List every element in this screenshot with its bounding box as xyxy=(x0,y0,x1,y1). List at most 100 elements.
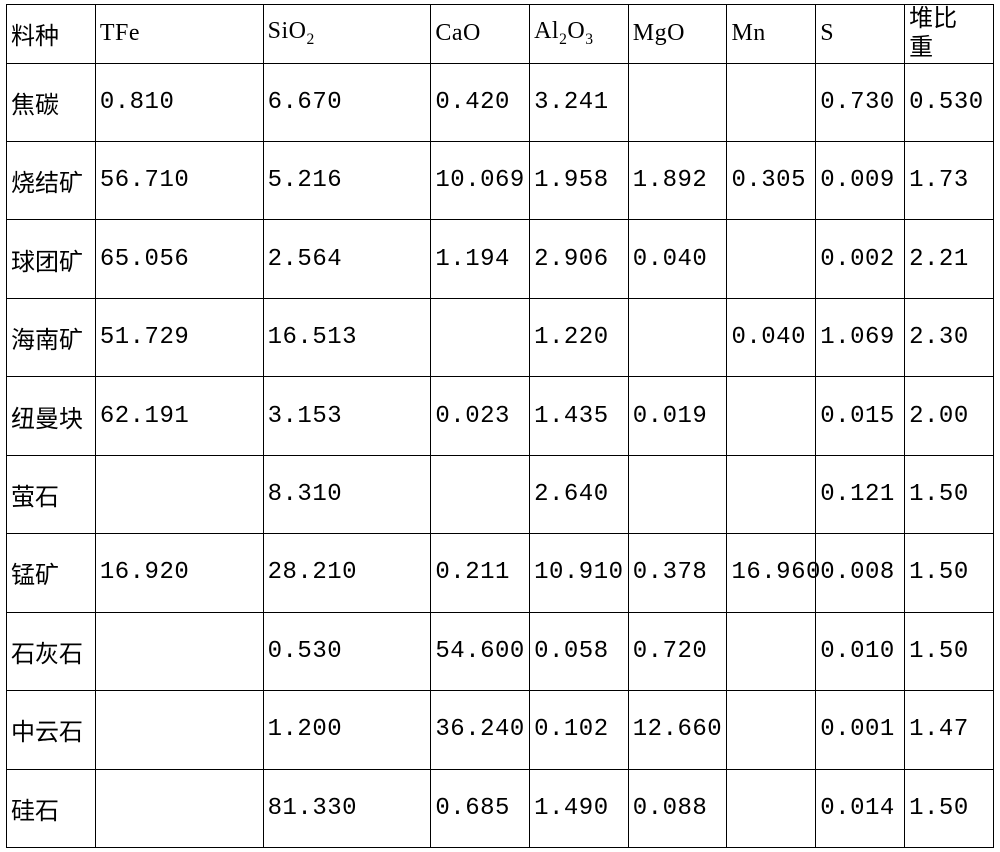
table-cell-S: 0.730 xyxy=(816,63,905,141)
table-cell-TFe xyxy=(95,455,263,533)
table-cell-CaO: 54.600 xyxy=(431,612,530,690)
table-cell-bulk: 2.00 xyxy=(905,377,994,455)
table-cell-MgO xyxy=(628,63,727,141)
table-cell-Al2O3: 0.058 xyxy=(530,612,629,690)
table-cell-bulk: 0.530 xyxy=(905,63,994,141)
table-cell-Al2O3: 1.958 xyxy=(530,142,629,220)
table-cell-name: 球团矿 xyxy=(7,220,96,298)
table-cell-name: 石灰石 xyxy=(7,612,96,690)
table-cell-MgO: 0.378 xyxy=(628,534,727,612)
table-row: 萤石 8.310 2.640 0.1211.50 xyxy=(7,455,994,533)
table-row: 中云石 1.20036.2400.10212.660 0.0011.47 xyxy=(7,691,994,769)
table-cell-name: 锰矿 xyxy=(7,534,96,612)
table-body: 焦碳0.8106.6700.4203.2410.7300.530烧结矿56.71… xyxy=(7,63,994,847)
table-cell-MgO: 12.660 xyxy=(628,691,727,769)
table-cell-CaO: 0.211 xyxy=(431,534,530,612)
col-header-mn: Mn xyxy=(727,5,816,64)
table-cell-bulk: 1.47 xyxy=(905,691,994,769)
table-cell-SiO2: 81.330 xyxy=(263,769,431,847)
table-cell-Mn xyxy=(727,769,816,847)
table-cell-TFe xyxy=(95,769,263,847)
table-row: 纽曼块62.1913.1530.0231.4350.0190.0152.00 xyxy=(7,377,994,455)
composition-table: 料种 TFe SiO2 CaO Al2O3 MgO Mn S 堆比 重 焦碳0.… xyxy=(6,4,994,848)
table-cell-CaO: 1.194 xyxy=(431,220,530,298)
table-cell-MgO: 0.040 xyxy=(628,220,727,298)
table-cell-name: 萤石 xyxy=(7,455,96,533)
table-cell-TFe: 62.191 xyxy=(95,377,263,455)
table-cell-TFe: 56.710 xyxy=(95,142,263,220)
table-cell-TFe: 16.920 xyxy=(95,534,263,612)
table-cell-name: 中云石 xyxy=(7,691,96,769)
table-cell-bulk: 2.30 xyxy=(905,298,994,376)
table-cell-S: 0.002 xyxy=(816,220,905,298)
table-cell-S: 0.014 xyxy=(816,769,905,847)
table-cell-bulk: 1.50 xyxy=(905,769,994,847)
table-cell-Al2O3: 0.102 xyxy=(530,691,629,769)
table-row: 海南矿51.72916.5131.2200.0401.0692.30 xyxy=(7,298,994,376)
table-row: 焦碳0.8106.6700.4203.241 0.7300.530 xyxy=(7,63,994,141)
table-cell-SiO2: 6.670 xyxy=(263,63,431,141)
table-cell-TFe: 0.810 xyxy=(95,63,263,141)
table-cell-CaO: 36.240 xyxy=(431,691,530,769)
col-header-bulk-line2: 重 xyxy=(909,34,989,63)
table-cell-Mn: 0.305 xyxy=(727,142,816,220)
col-header-cao: CaO xyxy=(431,5,530,64)
table-cell-name: 烧结矿 xyxy=(7,142,96,220)
table-cell-SiO2: 1.200 xyxy=(263,691,431,769)
col-header-s: S xyxy=(816,5,905,64)
table-cell-CaO xyxy=(431,298,530,376)
col-header-bulk: 堆比 重 xyxy=(905,5,994,64)
table-cell-S: 0.001 xyxy=(816,691,905,769)
col-header-bulk-line1: 堆比 xyxy=(909,5,989,34)
table-cell-Mn xyxy=(727,455,816,533)
table-cell-Al2O3: 10.910 xyxy=(530,534,629,612)
col-header-mgo: MgO xyxy=(628,5,727,64)
table-cell-SiO2: 16.513 xyxy=(263,298,431,376)
table-cell-CaO: 0.023 xyxy=(431,377,530,455)
table-cell-MgO: 0.088 xyxy=(628,769,727,847)
table-cell-Al2O3: 1.220 xyxy=(530,298,629,376)
table-cell-Al2O3: 2.640 xyxy=(530,455,629,533)
table-cell-bulk: 1.50 xyxy=(905,534,994,612)
table-cell-Mn xyxy=(727,377,816,455)
table-cell-S: 0.121 xyxy=(816,455,905,533)
col-header-sio2: SiO2 xyxy=(263,5,431,64)
table-cell-CaO: 10.069 xyxy=(431,142,530,220)
col-header-name: 料种 xyxy=(7,5,96,64)
table-cell-CaO: 0.420 xyxy=(431,63,530,141)
table-cell-SiO2: 2.564 xyxy=(263,220,431,298)
table-cell-MgO xyxy=(628,455,727,533)
table-row: 球团矿65.0562.5641.1942.9060.040 0.0022.21 xyxy=(7,220,994,298)
table-cell-CaO xyxy=(431,455,530,533)
table-cell-SiO2: 8.310 xyxy=(263,455,431,533)
table-cell-bulk: 2.21 xyxy=(905,220,994,298)
table-cell-bulk: 1.50 xyxy=(905,612,994,690)
col-header-al2o3: Al2O3 xyxy=(530,5,629,64)
table-cell-TFe: 65.056 xyxy=(95,220,263,298)
table-cell-Al2O3: 3.241 xyxy=(530,63,629,141)
table-row: 硅石81.3300.6851.4900.0880.0141.50 xyxy=(7,769,994,847)
table-row: 烧结矿56.7105.21610.0691.9581.8920.3050.009… xyxy=(7,142,994,220)
table-cell-Al2O3: 2.906 xyxy=(530,220,629,298)
table-cell-S: 1.069 xyxy=(816,298,905,376)
table-cell-name: 海南矿 xyxy=(7,298,96,376)
table-cell-name: 纽曼块 xyxy=(7,377,96,455)
table-cell-TFe xyxy=(95,691,263,769)
table-row: 石灰石0.53054.6000.0580.7200.0101.50 xyxy=(7,612,994,690)
table-cell-bulk: 1.50 xyxy=(905,455,994,533)
table-cell-MgO: 0.019 xyxy=(628,377,727,455)
table-cell-MgO: 1.892 xyxy=(628,142,727,220)
table-cell-name: 硅石 xyxy=(7,769,96,847)
table-cell-SiO2: 3.153 xyxy=(263,377,431,455)
table-cell-Mn xyxy=(727,63,816,141)
table-cell-name: 焦碳 xyxy=(7,63,96,141)
table-cell-SiO2: 5.216 xyxy=(263,142,431,220)
table-cell-Mn: 16.960 xyxy=(727,534,816,612)
table-cell-Mn xyxy=(727,612,816,690)
table-cell-SiO2: 28.210 xyxy=(263,534,431,612)
table-cell-S: 0.010 xyxy=(816,612,905,690)
table-cell-S: 0.015 xyxy=(816,377,905,455)
table-cell-Mn xyxy=(727,691,816,769)
table-cell-S: 0.008 xyxy=(816,534,905,612)
table-cell-SiO2: 0.530 xyxy=(263,612,431,690)
